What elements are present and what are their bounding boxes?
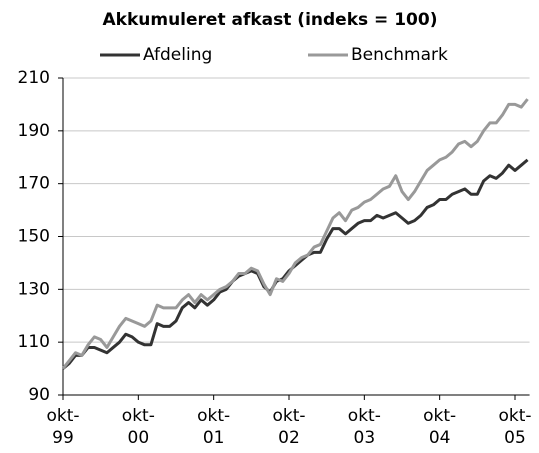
line bbox=[61, 98, 529, 370]
y-tick-label: 190 bbox=[18, 121, 50, 141]
y-tick-label: 130 bbox=[18, 279, 50, 299]
x-tick-label: okt-99 bbox=[46, 406, 80, 448]
y-tick-label: 170 bbox=[18, 174, 50, 194]
x-tick-label: okt-01 bbox=[197, 406, 231, 448]
y-tick-label: 150 bbox=[18, 227, 50, 247]
x-tick-label: okt-02 bbox=[272, 406, 306, 448]
x-tick-label: okt-00 bbox=[121, 406, 155, 448]
x-tick-label: okt-03 bbox=[347, 406, 381, 448]
legend-label: Benchmark bbox=[351, 45, 448, 65]
legend-label: Afdeling bbox=[143, 45, 212, 65]
x-tick-label: okt-05 bbox=[498, 406, 532, 448]
y-tick-label: 110 bbox=[18, 332, 50, 352]
chart-title: Akkumuleret afkast (indeks = 100) bbox=[103, 10, 438, 30]
y-tick-label: 90 bbox=[28, 385, 50, 405]
y-tick-label: 210 bbox=[18, 68, 50, 88]
x-tick-label: okt-04 bbox=[423, 406, 457, 448]
